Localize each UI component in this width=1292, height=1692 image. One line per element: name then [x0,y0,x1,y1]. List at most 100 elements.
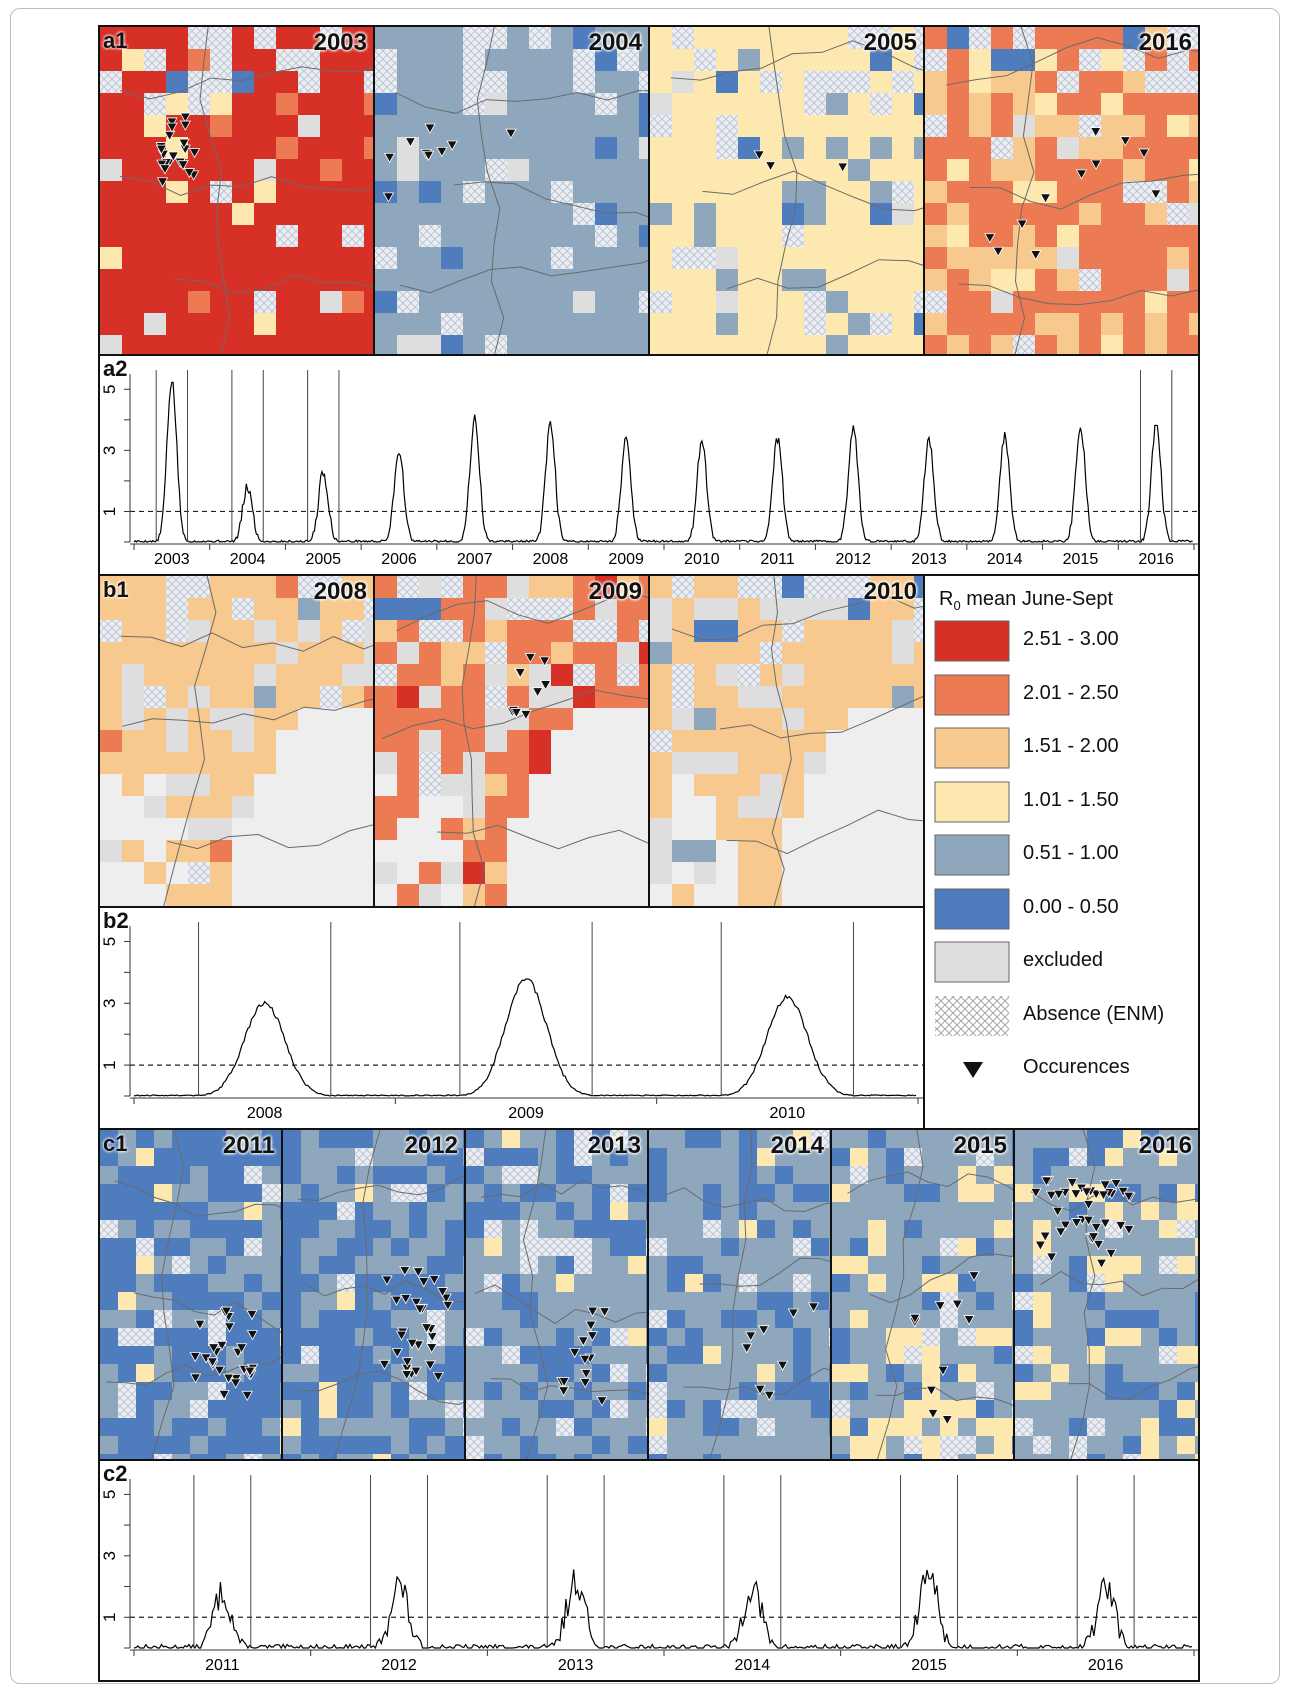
map-cell [667,1238,685,1256]
map-cell [793,1130,811,1148]
map-cell [925,71,947,93]
map-cell [592,1256,610,1274]
map-cell [485,291,507,313]
map-cell [574,1274,592,1292]
map-cell [782,71,804,93]
map-cell [118,1364,136,1382]
map-cell [364,247,373,269]
occurrence-marker [1070,1218,1083,1229]
map-cell [947,203,969,225]
map-cell [617,115,639,137]
map-cell [721,1292,739,1310]
map-cell [507,27,529,49]
map-cell [466,1418,484,1436]
map-cell [1159,1148,1177,1166]
map-cell [947,49,969,71]
map-cell [1189,269,1198,291]
map-cell [940,1292,958,1310]
map-cell [1123,1418,1141,1436]
map-cell [172,1310,190,1328]
map-a1-2005: 2005 [650,27,925,354]
map-cell [319,1400,337,1418]
map-cell [649,1220,667,1238]
map-cell [280,1346,281,1364]
map-cell [804,620,826,642]
map-cell [868,1166,886,1184]
map-cell [1101,159,1123,181]
map-cell [829,1364,830,1382]
map-cell [848,313,870,335]
map-cell [427,1454,445,1459]
map-cell [466,1292,484,1310]
map-cell [1145,313,1167,335]
map-cell [301,1364,319,1382]
map-cell [969,247,991,269]
map-cell [342,225,364,247]
map-cell [958,1346,976,1364]
map-cell [672,840,694,862]
map-cell [551,203,573,225]
map-cell [1035,291,1057,313]
map-cell [793,1436,811,1454]
map-cell [775,1148,793,1166]
map-cell [254,708,276,730]
occurrence-marker [383,152,396,164]
map-cell [757,1148,775,1166]
map-cell [991,335,1013,354]
map-cell [502,1382,520,1400]
map-cell [757,1202,775,1220]
map-cell [1057,181,1079,203]
map-cell [760,203,782,225]
map-cell [1123,137,1145,159]
map-cell [319,1364,337,1382]
occurrence-marker [412,1340,425,1351]
map-cell [848,269,870,291]
map-cell [276,269,298,291]
map-cell [826,181,848,203]
occurrence-marker [442,1300,454,1312]
map-cell [775,1454,793,1459]
map-cell [976,1454,994,1459]
map-cell [283,1382,301,1400]
map-cell [210,576,232,598]
map-cell [1123,1238,1141,1256]
map-cell [520,1418,538,1436]
x-tick-label: 2016 [1138,551,1174,568]
occurrence-marker [166,117,178,128]
map-cell [595,71,617,93]
map-cell [118,1130,136,1148]
map-cell [1159,1436,1177,1454]
map-cell [1177,1364,1195,1382]
map-cell [1123,203,1145,225]
map-cell [703,1202,721,1220]
map-cell [172,1184,190,1202]
map-year-label: 2003 [313,29,367,56]
map-cell [739,1292,757,1310]
map-cell [254,27,276,49]
map-cell [994,1148,1012,1166]
map-cell [804,686,826,708]
map-cell [628,1364,646,1382]
map-cell [782,335,804,354]
map-cell [466,1328,484,1346]
map-cell [507,291,529,313]
map-cell [592,1400,610,1418]
map-cell [685,1202,703,1220]
map-cell [646,1292,647,1310]
map-cell [144,642,166,664]
map-cell [118,1436,136,1454]
map-cell [208,1400,226,1418]
map-cell [551,181,573,203]
map-grid [650,576,923,906]
map-cell [364,159,373,181]
map-cell [520,1166,538,1184]
map-cell [639,598,648,620]
map-cell [298,225,320,247]
map-cell [832,1166,850,1184]
occurrence-marker [925,1385,938,1397]
map-cell [595,598,617,620]
map-cell [118,1184,136,1202]
map-cell [1145,203,1167,225]
map-cell [793,1292,811,1310]
map-cell [100,115,122,137]
